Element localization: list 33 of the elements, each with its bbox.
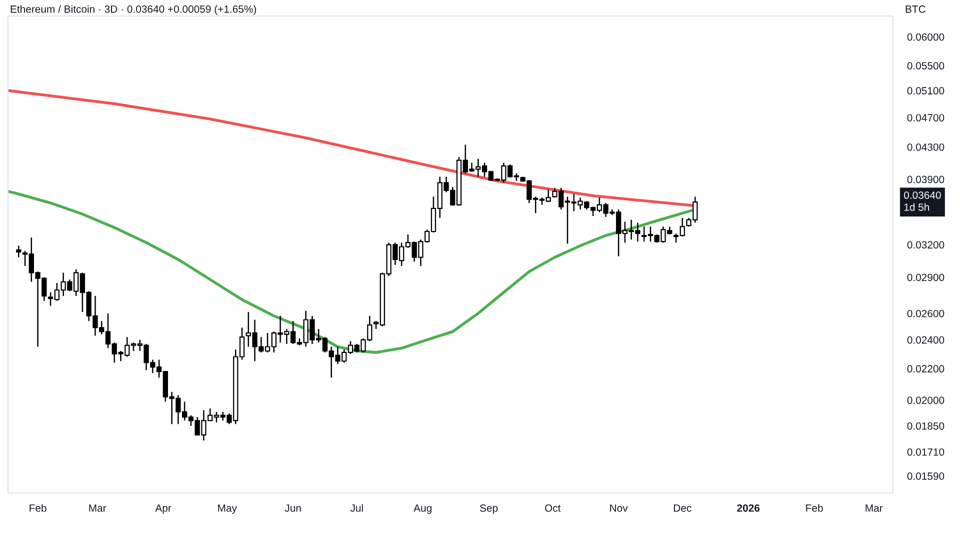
x-tick-label: Mar [866, 504, 883, 512]
x-tick-label: Jul [350, 504, 363, 512]
x-tick-label: Sep [480, 504, 498, 514]
y-tick-label: 0.02400 [907, 336, 944, 344]
y-tick-label: 0.04300 [907, 143, 944, 151]
x-tick-label: Jun [284, 504, 301, 512]
x-tick-label: Feb [806, 504, 823, 512]
y-tick-label: 0.01850 [907, 422, 944, 430]
x-tick-label: Feb [30, 504, 46, 512]
text: 0.03640 1d 5h [904, 192, 941, 211]
y-tick-label: 0.05500 [907, 62, 944, 70]
y-tick-label: 0.01710 [907, 448, 944, 456]
y-tick-label: 0.02000 [907, 396, 944, 404]
x-tick-label: May [218, 504, 237, 514]
y-tick-label: 0.05100 [907, 87, 944, 94]
x-tick-label: 2026 [737, 504, 760, 512]
x-tick-label: Mar [89, 504, 106, 512]
y-tick-label: 0.02900 [907, 274, 944, 282]
chart-title: Ethereum / Bitcoin · 3D · 0.03640 +0.00059 (+1.65%) [10, 5, 256, 15]
y-tick-label: 0.02200 [907, 365, 944, 372]
text: BTC [906, 5, 926, 13]
y-tick-label: 0.03200 [907, 241, 944, 249]
x-tick-label: Dec [674, 504, 692, 512]
y-tick-label: 0.02600 [907, 310, 944, 318]
x-tick-label: Apr [155, 504, 172, 514]
y-tick-label: 0.01590 [907, 472, 944, 480]
candlestick [16, 245, 22, 258]
y-tick-label: 0.03900 [907, 176, 944, 184]
x-tick-label: Nov [610, 504, 628, 512]
y-tick-label: 0.04700 [907, 114, 944, 122]
x-tick-label: Aug [414, 504, 432, 514]
y-tick-label: 0.06000 [907, 33, 944, 41]
x-tick-label: Oct [545, 504, 561, 512]
